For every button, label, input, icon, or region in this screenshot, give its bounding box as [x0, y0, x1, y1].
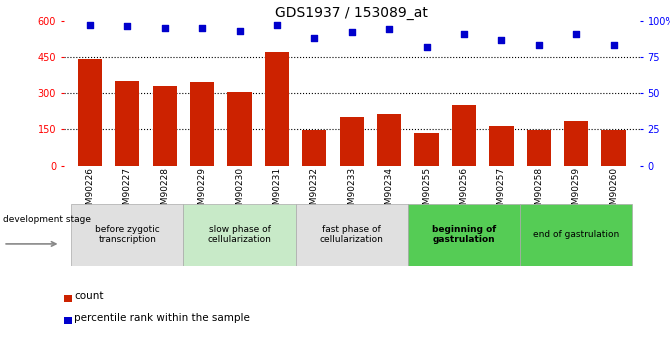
Point — [197, 25, 208, 31]
Bar — [520, 204, 632, 266]
Bar — [295, 204, 408, 266]
Bar — [115, 81, 139, 166]
Point — [84, 22, 95, 28]
Point — [309, 35, 320, 41]
Bar — [489, 126, 514, 166]
Bar — [64, 295, 72, 302]
Text: beginning of
gastrulation: beginning of gastrulation — [432, 225, 496, 244]
Point — [459, 31, 470, 37]
Point — [159, 25, 170, 31]
Point — [271, 22, 282, 28]
Text: percentile rank within the sample: percentile rank within the sample — [74, 313, 250, 323]
Point — [571, 31, 582, 37]
Point — [384, 27, 395, 32]
Bar — [340, 117, 364, 166]
Point — [421, 44, 432, 50]
Text: slow phase of
cellularization: slow phase of cellularization — [208, 225, 271, 244]
Bar — [527, 130, 551, 166]
Bar — [190, 82, 214, 166]
Bar — [415, 133, 439, 166]
Point — [533, 42, 544, 48]
Bar — [227, 92, 252, 166]
Bar — [71, 204, 184, 266]
Bar — [377, 114, 401, 166]
Text: fast phase of
cellularization: fast phase of cellularization — [320, 225, 384, 244]
Bar — [564, 121, 588, 166]
Bar — [153, 86, 177, 166]
Bar — [64, 317, 72, 324]
Bar — [408, 204, 520, 266]
Point — [346, 30, 357, 35]
Bar — [184, 204, 295, 266]
Point — [496, 37, 507, 42]
Bar — [452, 105, 476, 166]
Text: count: count — [74, 291, 104, 301]
Point — [608, 42, 619, 48]
Bar — [602, 130, 626, 166]
Bar — [302, 130, 326, 166]
Bar — [265, 52, 289, 166]
Text: development stage: development stage — [3, 215, 91, 224]
Title: GDS1937 / 153089_at: GDS1937 / 153089_at — [275, 6, 428, 20]
Text: end of gastrulation: end of gastrulation — [533, 230, 619, 239]
Point — [234, 28, 245, 33]
Bar — [78, 59, 102, 166]
Text: before zygotic
transcription: before zygotic transcription — [95, 225, 159, 244]
Point — [122, 24, 133, 29]
